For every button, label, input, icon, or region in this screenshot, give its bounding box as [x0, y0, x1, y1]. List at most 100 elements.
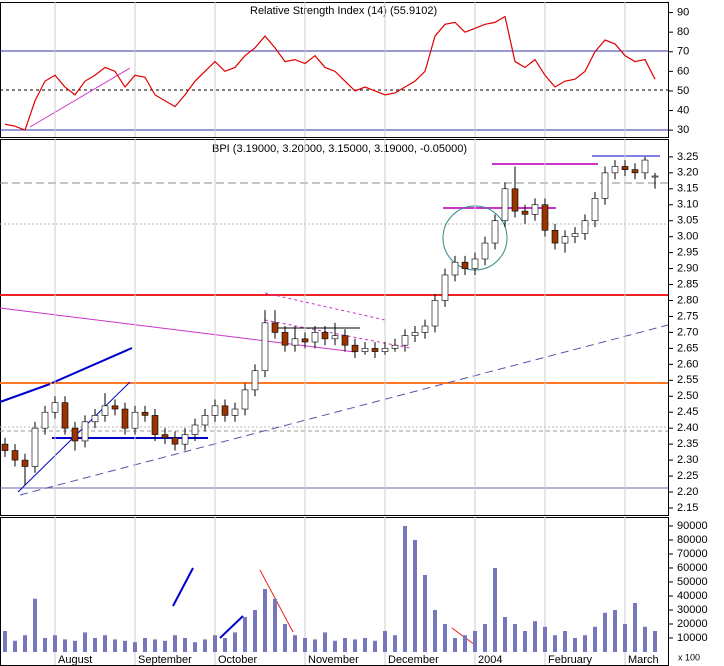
volume-bar — [523, 630, 527, 652]
candle-body — [341, 335, 349, 346]
candle-body — [121, 408, 129, 429]
candle-body — [31, 427, 39, 467]
y-tick-label: 80000 — [677, 534, 708, 546]
volume-bar — [363, 637, 367, 652]
volume-bar — [123, 640, 127, 652]
candle-body — [451, 261, 459, 276]
volume-bar — [373, 640, 377, 652]
volume-bar — [223, 637, 227, 652]
volume-bar — [313, 639, 317, 652]
volume-bar — [213, 635, 217, 652]
volume-bar — [143, 637, 147, 652]
candle-body — [461, 261, 469, 269]
candle-body — [411, 332, 419, 336]
volume-bar — [463, 635, 467, 652]
volume-bar — [63, 639, 67, 652]
candle-body — [551, 229, 559, 244]
unit-label: x 100 — [678, 652, 700, 662]
candle-body — [211, 405, 219, 416]
x-tick-label: 2004 — [478, 654, 502, 666]
candle-body — [181, 434, 189, 445]
volume-bar — [533, 621, 537, 652]
y-tick-label: 2.65 — [677, 342, 698, 354]
volume-bar — [393, 635, 397, 652]
x-tick-label: November — [308, 654, 359, 666]
candle-body — [531, 204, 539, 215]
candle-body — [361, 348, 369, 352]
candle-body — [301, 338, 309, 343]
volume-bar — [403, 525, 407, 652]
volume-bar — [333, 640, 337, 652]
candle-body — [431, 300, 439, 327]
candle-body — [41, 411, 49, 429]
y-tick-label: 3.25 — [677, 151, 698, 163]
candle-body — [251, 370, 259, 391]
y-tick-label: 20000 — [677, 618, 708, 630]
candle-body — [221, 405, 229, 416]
y-tick-label: 2.35 — [677, 438, 698, 450]
candle-body — [151, 415, 159, 435]
x-tick-label: September — [138, 654, 192, 666]
candle-body — [571, 233, 579, 237]
candle-body — [621, 166, 629, 170]
y-tick-label: 2.20 — [677, 486, 698, 498]
candle-body — [641, 159, 649, 174]
candle-body — [381, 348, 389, 352]
candle-body — [591, 198, 599, 222]
y-tick-label: 2.15 — [677, 502, 698, 514]
candle-body — [601, 172, 609, 199]
volume-bar — [453, 637, 457, 652]
candle-body — [161, 434, 169, 439]
candle-body — [311, 332, 319, 343]
candle-body — [171, 437, 179, 445]
y-tick-label: 50000 — [677, 576, 708, 588]
y-tick-label: 2.95 — [677, 247, 698, 259]
volume-bar — [253, 609, 257, 652]
volume-bar — [233, 632, 237, 652]
volume-bar — [503, 616, 507, 652]
volume-bar — [413, 539, 417, 652]
candle-body — [71, 427, 79, 442]
volume-bar — [83, 632, 87, 652]
y-tick-label: 70000 — [677, 548, 708, 560]
volume-bar — [613, 609, 617, 652]
volume-bar — [343, 637, 347, 652]
y-tick-label: 2.75 — [677, 310, 698, 322]
volume-bar — [593, 626, 597, 652]
volume-bar — [43, 637, 47, 652]
y-tick-label: 3.05 — [677, 215, 698, 227]
y-tick-label: 3.10 — [677, 199, 698, 211]
volume-bar — [163, 640, 167, 652]
volume-bar — [133, 642, 137, 652]
y-tick-label: 30 — [677, 124, 689, 136]
candle-body — [391, 344, 399, 349]
y-tick-label: 3.00 — [677, 231, 698, 243]
y-tick-label: 90 — [677, 6, 689, 18]
candle-body — [401, 335, 409, 346]
volume-bar — [93, 637, 97, 652]
y-tick-label: 30000 — [677, 604, 708, 616]
volume-bar — [113, 639, 117, 652]
y-tick-label: 2.70 — [677, 326, 698, 338]
volume-bar — [513, 623, 517, 652]
y-tick-label: 2.55 — [677, 374, 698, 386]
candle-body — [441, 274, 449, 301]
candle-body — [191, 424, 199, 435]
volume-bar — [303, 637, 307, 652]
volume-bar — [33, 598, 37, 652]
y-tick-label: 2.90 — [677, 262, 698, 274]
volume-bar — [383, 630, 387, 652]
candle-body — [471, 258, 479, 269]
candle-body — [91, 415, 99, 423]
candle-body — [491, 220, 499, 244]
x-tick-label: March — [628, 654, 659, 666]
candle-body — [11, 450, 19, 461]
y-tick-label: 2.60 — [677, 358, 698, 370]
y-tick-label: 40000 — [677, 590, 708, 602]
candle-body — [231, 408, 239, 416]
y-tick-label: 2.45 — [677, 406, 698, 418]
x-tick-label: February — [548, 654, 593, 666]
volume-bar — [73, 640, 77, 652]
candle-body — [241, 389, 249, 410]
rsi-line — [4, 15, 656, 131]
